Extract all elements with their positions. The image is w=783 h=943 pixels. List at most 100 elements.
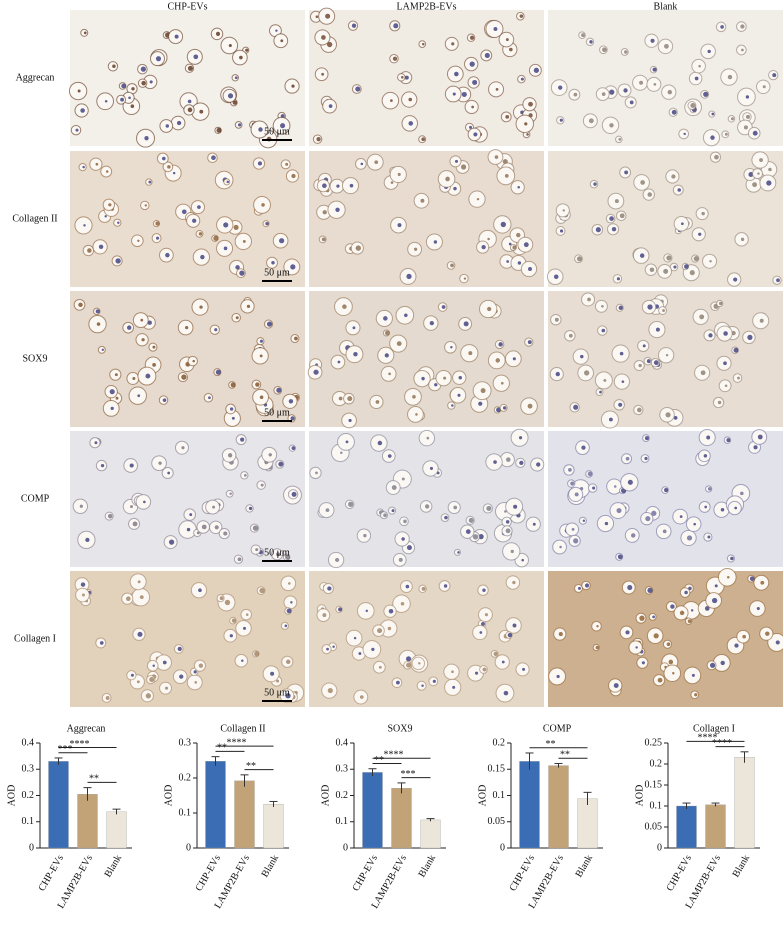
nucleus bbox=[391, 485, 397, 490]
nucleus bbox=[405, 584, 410, 589]
error-bar bbox=[397, 782, 406, 794]
nucleus bbox=[326, 41, 333, 48]
nucleus bbox=[639, 80, 644, 85]
nucleus bbox=[80, 108, 85, 113]
nucleus bbox=[291, 84, 295, 88]
nucleus bbox=[698, 232, 702, 236]
nucleus bbox=[144, 136, 149, 141]
nucleus bbox=[101, 348, 105, 352]
nucleus bbox=[757, 434, 763, 440]
y-tick-label: 0.25 bbox=[645, 737, 663, 748]
nucleus bbox=[683, 132, 686, 136]
nucleus bbox=[139, 595, 144, 600]
nucleus bbox=[613, 683, 619, 688]
nucleus bbox=[623, 88, 628, 93]
nucleus bbox=[198, 232, 203, 236]
nucleus bbox=[137, 631, 143, 637]
nucleus bbox=[558, 85, 563, 90]
nucleus bbox=[666, 255, 672, 261]
nucleus bbox=[105, 696, 110, 700]
nucleus bbox=[694, 693, 698, 697]
nucleus bbox=[397, 223, 402, 228]
nucleus bbox=[254, 651, 260, 657]
nucleus bbox=[461, 91, 467, 97]
nucleus bbox=[148, 180, 152, 184]
nucleus bbox=[414, 247, 418, 251]
nucleus bbox=[707, 535, 711, 539]
nucleus bbox=[707, 487, 712, 491]
nucleus bbox=[451, 404, 454, 407]
y-tick-label: 0.15 bbox=[645, 779, 663, 790]
nucleus bbox=[342, 304, 347, 309]
nucleus bbox=[505, 528, 511, 534]
nucleus bbox=[454, 159, 459, 163]
nucleus bbox=[601, 304, 604, 308]
nucleus bbox=[508, 47, 513, 52]
nucleus bbox=[527, 403, 533, 409]
nucleus bbox=[257, 161, 263, 166]
nucleus bbox=[377, 628, 383, 634]
nucleus bbox=[588, 118, 594, 124]
nucleus bbox=[104, 100, 108, 103]
nucleus bbox=[638, 363, 642, 368]
nucleus bbox=[181, 374, 187, 380]
nucleus bbox=[752, 130, 758, 136]
nucleus bbox=[179, 674, 184, 679]
error-bar bbox=[525, 752, 534, 770]
nucleus bbox=[107, 513, 113, 519]
nucleus bbox=[401, 477, 405, 481]
nucleus bbox=[243, 626, 247, 630]
nucleus bbox=[421, 586, 426, 591]
nucleus bbox=[526, 133, 529, 136]
nucleus bbox=[406, 662, 412, 668]
nucleus bbox=[290, 264, 296, 270]
nucleus bbox=[757, 172, 760, 175]
nucleus bbox=[260, 483, 264, 487]
nucleus bbox=[645, 516, 651, 522]
row-label: SOX9 bbox=[22, 353, 47, 364]
nucleus bbox=[242, 239, 246, 243]
nucleus bbox=[149, 677, 155, 683]
nucleus bbox=[336, 184, 340, 188]
chart-title: SOX9 bbox=[387, 723, 412, 734]
nucleus bbox=[556, 674, 560, 679]
nucleus bbox=[527, 340, 532, 345]
nucleus bbox=[707, 49, 711, 54]
nucleus bbox=[521, 558, 525, 562]
nucleus bbox=[322, 613, 327, 618]
nucleus bbox=[482, 588, 486, 592]
nucleus bbox=[667, 89, 673, 95]
nucleus bbox=[284, 624, 288, 628]
nucleus bbox=[313, 369, 319, 375]
nucleus bbox=[649, 267, 655, 273]
nucleus bbox=[653, 633, 659, 639]
nucleus bbox=[434, 383, 438, 387]
error-bar bbox=[711, 802, 720, 807]
significance-label: ** bbox=[89, 774, 99, 785]
nucleus bbox=[740, 237, 745, 241]
nucleus bbox=[584, 370, 590, 376]
nucleus bbox=[326, 647, 329, 651]
nucleus bbox=[631, 533, 636, 538]
nucleus bbox=[348, 418, 352, 423]
x-tick-label: Blank bbox=[103, 853, 124, 879]
y-axis-label: AOD bbox=[320, 785, 331, 807]
nucleus bbox=[189, 513, 193, 517]
nucleus bbox=[671, 109, 677, 115]
nucleus bbox=[637, 407, 642, 413]
nucleus bbox=[507, 632, 513, 638]
nucleus bbox=[602, 47, 607, 53]
nucleus bbox=[335, 557, 340, 563]
nucleus bbox=[104, 215, 107, 218]
nucleus bbox=[192, 218, 197, 223]
nucleus bbox=[128, 96, 131, 100]
nucleus bbox=[740, 24, 745, 29]
nucleus bbox=[516, 232, 521, 238]
nucleus bbox=[501, 660, 505, 664]
nucleus bbox=[642, 344, 646, 348]
nucleus bbox=[387, 454, 392, 458]
nucleus bbox=[115, 396, 119, 400]
nucleus bbox=[647, 192, 653, 197]
nucleus bbox=[201, 524, 207, 530]
chart-title: Aggrecan bbox=[67, 723, 106, 734]
